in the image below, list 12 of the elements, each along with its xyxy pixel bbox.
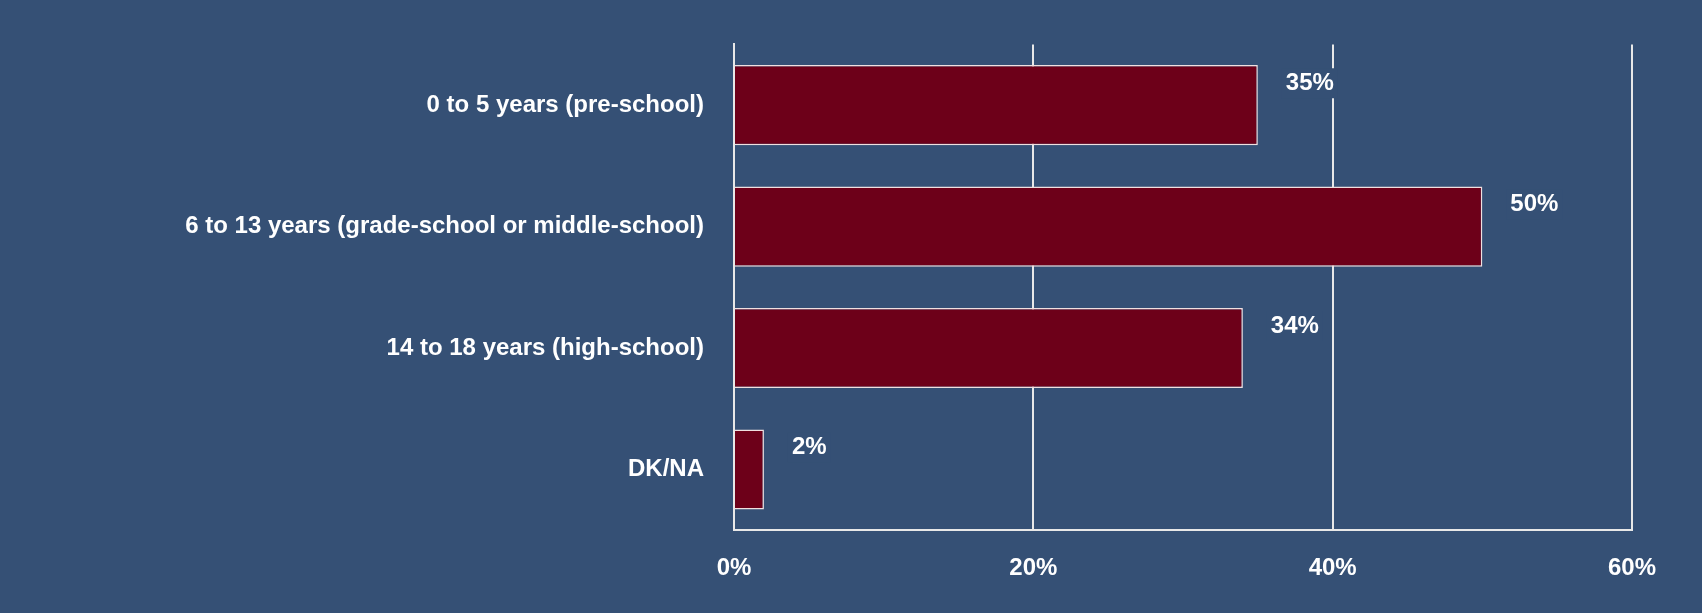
x-tick-label: 20% bbox=[1009, 553, 1058, 581]
x-tick-label: 0% bbox=[716, 553, 752, 581]
data-label: 34% bbox=[1270, 310, 1319, 338]
data-label: 35% bbox=[1285, 67, 1334, 95]
y-tick-label: DK/NA bbox=[628, 454, 704, 482]
x-tick-label: 40% bbox=[1308, 553, 1357, 581]
y-tick-label: 6 to 13 years (grade-school or middle-school) bbox=[185, 211, 704, 239]
data-label: 50% bbox=[1510, 189, 1559, 217]
data-label: 2% bbox=[791, 432, 827, 460]
y-tick-label: 0 to 5 years (pre-school) bbox=[426, 89, 704, 117]
x-tick-label: 60% bbox=[1607, 553, 1657, 581]
y-tick-label: 14 to 18 years (high-school) bbox=[386, 332, 704, 360]
